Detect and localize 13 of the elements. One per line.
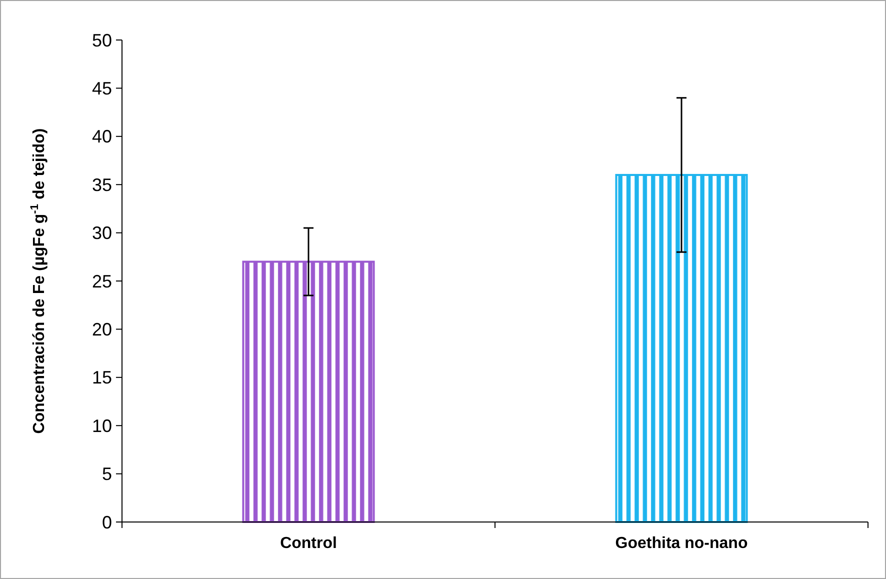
y-tick-label: 10: [92, 416, 112, 436]
y-tick-label: 50: [92, 30, 112, 50]
y-tick-label: 25: [92, 271, 112, 292]
x-tick-label: Control: [280, 535, 337, 552]
y-tick-label: 30: [92, 223, 112, 244]
y-tick-label: 20: [92, 320, 112, 340]
y-tick-label: 5: [102, 464, 112, 484]
y-tick-label: 35: [92, 174, 112, 195]
y-tick-label: 0: [102, 512, 112, 532]
y-tick-label: 40: [92, 126, 112, 147]
x-tick-label: Goethita no-nano: [615, 535, 748, 552]
y-tick-label: 15: [92, 368, 112, 388]
y-tick-label: 45: [92, 78, 112, 98]
